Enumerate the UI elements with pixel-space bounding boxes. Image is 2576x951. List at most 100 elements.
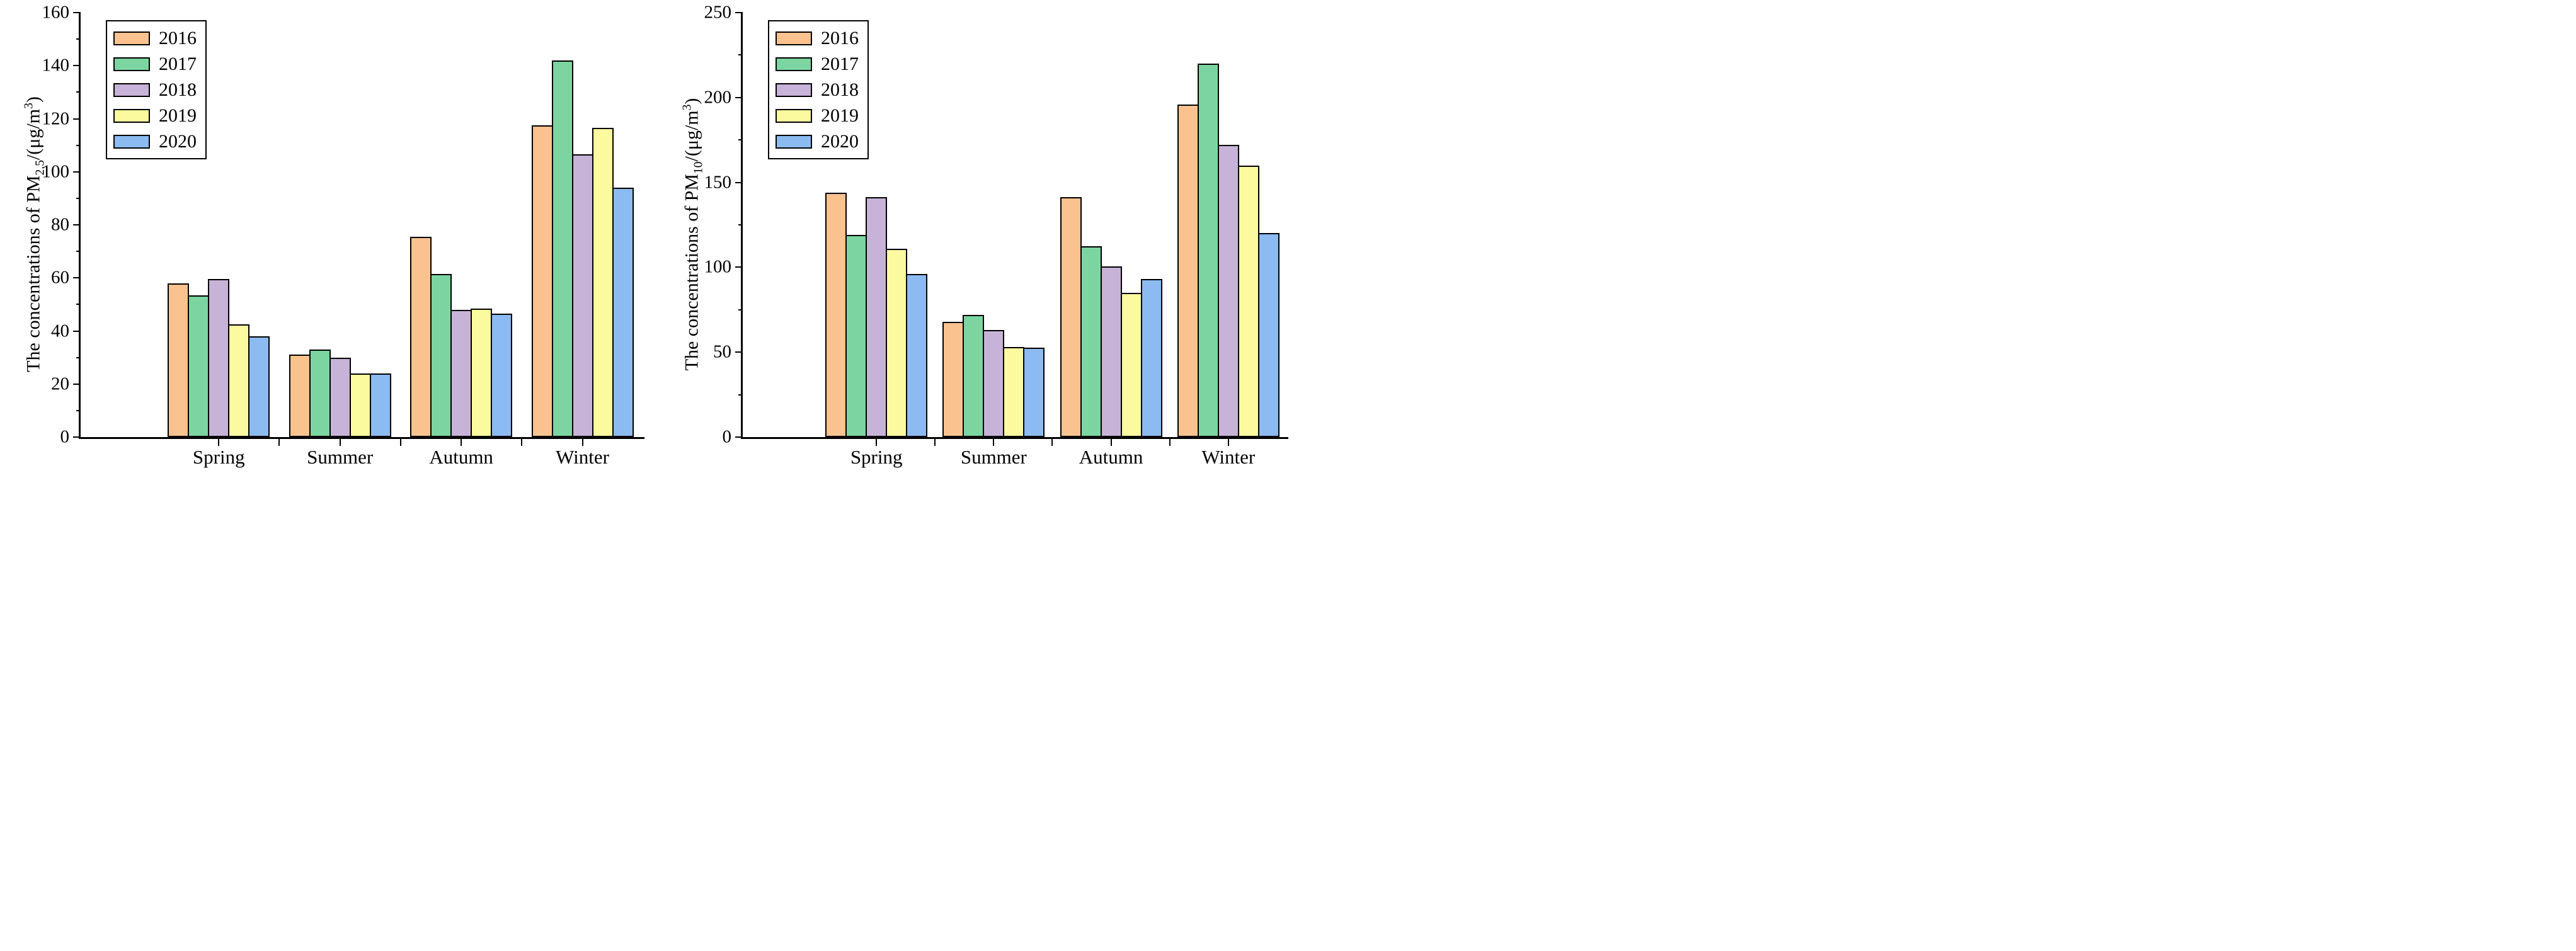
y-tick-label: 40 bbox=[51, 321, 69, 341]
y-minor-tick bbox=[738, 224, 743, 225]
legend-swatch-2019 bbox=[776, 108, 812, 123]
y-tick-label: 0 bbox=[60, 426, 70, 447]
bar-summer-2016 bbox=[289, 355, 311, 437]
pm25-plot-area: 2016 2017 2018 2019 2020 0 20 40 60 80 100 120 140 1… bbox=[42, 3, 644, 467]
y-title-suffix: ) bbox=[681, 98, 702, 105]
y-major-tick bbox=[73, 65, 81, 67]
pm25-chart-panel: The concentrations of PM2.5/(μg/m3) 2016… bbox=[0, 0, 649, 476]
bar-summer-2017 bbox=[963, 315, 984, 437]
legend-label: 2020 bbox=[821, 130, 859, 152]
x-major-tick bbox=[218, 439, 220, 446]
bar-spring-2019 bbox=[886, 249, 907, 437]
legend-label: 2019 bbox=[821, 105, 859, 126]
y-title-prefix: The concentrations of PM bbox=[23, 175, 44, 372]
x-tick-label-winter: Winter bbox=[556, 446, 609, 468]
bar-spring-2019 bbox=[228, 324, 249, 437]
bar-autumn-2020 bbox=[491, 314, 512, 437]
y-tick-label: 200 bbox=[704, 87, 732, 108]
legend-swatch-2020 bbox=[113, 134, 150, 149]
y-major-tick bbox=[73, 383, 81, 385]
y-minor-tick bbox=[76, 197, 81, 199]
legend-swatch-2019 bbox=[113, 108, 150, 123]
bar-winter-2018 bbox=[572, 154, 593, 437]
bar-winter-2019 bbox=[1238, 166, 1259, 437]
bar-summer-2019 bbox=[1003, 347, 1024, 437]
bar-autumn-2019 bbox=[471, 309, 492, 437]
legend-label: 2016 bbox=[821, 27, 859, 48]
y-minor-tick bbox=[76, 251, 81, 253]
bar-summer-2016 bbox=[942, 322, 964, 437]
bar-autumn-2017 bbox=[1080, 246, 1102, 437]
y-title-superscript: 3 bbox=[680, 104, 694, 111]
legend-item-2020: 2020 bbox=[113, 128, 197, 154]
y-tick-label: 150 bbox=[704, 172, 732, 193]
y-tick-label: 100 bbox=[704, 256, 732, 277]
bar-spring-2018 bbox=[866, 197, 887, 437]
bar-autumn-2019 bbox=[1121, 293, 1142, 437]
x-major-tick bbox=[993, 439, 995, 446]
y-minor-tick bbox=[76, 38, 81, 40]
bar-winter-2017 bbox=[552, 60, 573, 437]
x-major-tick bbox=[1227, 439, 1229, 446]
y-major-tick bbox=[735, 436, 743, 438]
legend-item-2017: 2017 bbox=[776, 51, 859, 77]
x-tick-label-spring: Spring bbox=[850, 446, 903, 468]
legend-item-2016: 2016 bbox=[113, 25, 197, 51]
y-major-tick bbox=[735, 181, 743, 183]
bar-winter-2018 bbox=[1218, 145, 1239, 437]
bar-winter-2019 bbox=[592, 128, 614, 437]
x-boundary-tick bbox=[934, 439, 936, 446]
y-tick-label: 0 bbox=[722, 426, 732, 447]
y-minor-tick bbox=[738, 309, 743, 310]
y-tick-label: 140 bbox=[42, 55, 70, 76]
y-tick-label: 160 bbox=[42, 2, 70, 23]
pm10-legend: 2016 2017 2018 2019 2020 bbox=[768, 20, 869, 159]
y-major-tick bbox=[735, 351, 743, 353]
legend-swatch-2016 bbox=[776, 31, 812, 45]
bar-spring-2020 bbox=[248, 336, 270, 437]
y-title-suffix: ) bbox=[23, 96, 44, 103]
x-major-tick bbox=[1110, 439, 1112, 446]
bar-autumn-2017 bbox=[430, 274, 452, 437]
bar-spring-2020 bbox=[906, 274, 927, 437]
pm10-chart-panel: The concentrations of PM10/(μg/m3) 2016 2… bbox=[649, 0, 1288, 476]
y-title-mid: /(μg/m bbox=[681, 110, 702, 162]
legend-item-2018: 2018 bbox=[776, 77, 859, 103]
bar-spring-2016 bbox=[168, 283, 189, 437]
y-major-tick bbox=[73, 118, 81, 120]
x-boundary-tick bbox=[521, 439, 523, 446]
bar-winter-2017 bbox=[1198, 64, 1219, 437]
y-major-tick bbox=[73, 330, 81, 332]
x-tick-label-winter: Winter bbox=[1201, 446, 1256, 468]
legend-label: 2020 bbox=[159, 130, 197, 152]
y-minor-tick bbox=[76, 304, 81, 305]
bar-summer-2019 bbox=[350, 373, 371, 437]
bar-winter-2016 bbox=[532, 125, 553, 437]
bar-summer-2017 bbox=[309, 350, 331, 437]
legend-label: 2017 bbox=[821, 53, 859, 74]
legend-swatch-2018 bbox=[113, 83, 150, 97]
x-major-tick bbox=[581, 439, 583, 446]
y-major-tick bbox=[73, 436, 81, 438]
legend-swatch-2020 bbox=[776, 134, 812, 149]
pm10-y-axis-title: The concentrations of PM10/(μg/m3) bbox=[680, 98, 705, 371]
legend-label: 2019 bbox=[159, 105, 197, 126]
pm25-y-axis-title: The concentrations of PM2.5/(μg/m3) bbox=[22, 96, 47, 372]
y-minor-tick bbox=[738, 54, 743, 56]
legend-swatch-2017 bbox=[776, 57, 812, 71]
legend-item-2017: 2017 bbox=[113, 51, 197, 77]
pm10-plot-area: 2016 2017 2018 2019 2020 0 50 100 150 200 250 Spri… bbox=[704, 3, 1288, 467]
bar-spring-2017 bbox=[188, 295, 209, 437]
x-tick-label-summer: Summer bbox=[307, 446, 374, 468]
y-minor-tick bbox=[76, 91, 81, 93]
y-tick-label: 250 bbox=[704, 2, 732, 23]
x-tick-label-autumn: Autumn bbox=[1079, 446, 1143, 468]
x-tick-label-autumn: Autumn bbox=[429, 446, 493, 468]
bar-spring-2017 bbox=[845, 235, 867, 437]
legend-label: 2018 bbox=[159, 79, 197, 100]
y-minor-tick bbox=[738, 139, 743, 141]
figure: The concentrations of PM2.5/(μg/m3) 2016… bbox=[0, 0, 1288, 476]
bar-autumn-2020 bbox=[1141, 279, 1162, 437]
bar-autumn-2018 bbox=[1101, 266, 1122, 437]
legend-item-2019: 2019 bbox=[113, 103, 197, 128]
